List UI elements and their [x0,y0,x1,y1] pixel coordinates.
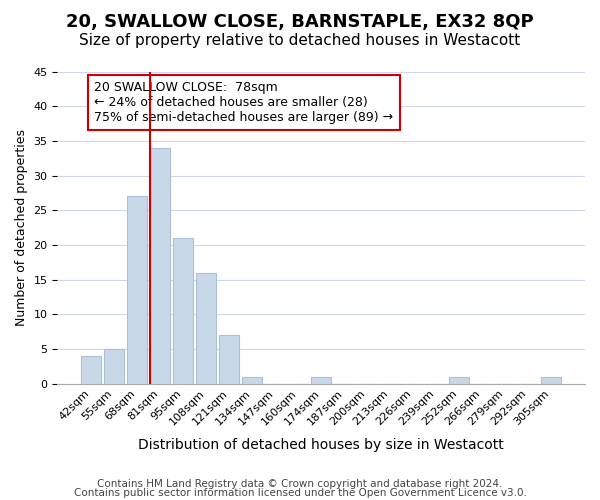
Bar [151,148,170,384]
Bar [173,238,193,384]
Bar [311,376,331,384]
Bar [104,349,124,384]
Bar [242,376,262,384]
Bar [196,272,216,384]
Bar [220,335,239,384]
X-axis label: Distribution of detached houses by size in Westacott: Distribution of detached houses by size … [139,438,504,452]
Text: Contains HM Land Registry data © Crown copyright and database right 2024.: Contains HM Land Registry data © Crown c… [97,479,503,489]
Bar [127,196,147,384]
Text: 20, SWALLOW CLOSE, BARNSTAPLE, EX32 8QP: 20, SWALLOW CLOSE, BARNSTAPLE, EX32 8QP [66,12,534,30]
Bar [82,356,101,384]
Text: 20 SWALLOW CLOSE:  78sqm
← 24% of detached houses are smaller (28)
75% of semi-d: 20 SWALLOW CLOSE: 78sqm ← 24% of detache… [94,81,394,124]
Text: Size of property relative to detached houses in Westacott: Size of property relative to detached ho… [79,32,521,48]
Y-axis label: Number of detached properties: Number of detached properties [15,129,28,326]
Text: Contains public sector information licensed under the Open Government Licence v3: Contains public sector information licen… [74,488,526,498]
Bar [449,376,469,384]
Bar [541,376,561,384]
